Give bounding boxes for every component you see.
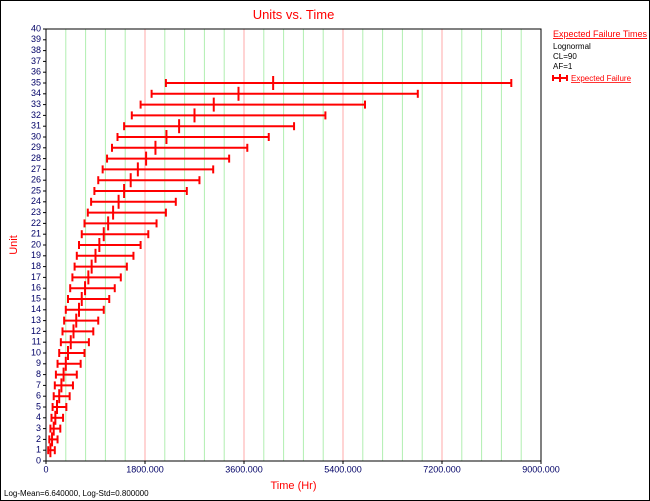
svg-text:7: 7 [36, 380, 41, 390]
svg-text:8: 8 [36, 369, 41, 379]
svg-text:16: 16 [31, 283, 41, 293]
svg-text:31: 31 [31, 121, 41, 131]
svg-text:4: 4 [36, 412, 41, 422]
svg-text:23: 23 [31, 207, 41, 217]
svg-text:5400.000: 5400.000 [324, 464, 362, 474]
svg-text:2: 2 [36, 434, 41, 444]
svg-text:5: 5 [36, 401, 41, 411]
svg-text:27: 27 [31, 164, 41, 174]
svg-text:0: 0 [36, 455, 41, 465]
svg-text:3600.000: 3600.000 [225, 464, 263, 474]
svg-text:0: 0 [43, 464, 48, 474]
svg-text:29: 29 [31, 142, 41, 152]
svg-text:1: 1 [36, 445, 41, 455]
svg-text:33: 33 [31, 99, 41, 109]
y-axis: 0123456789101112131415161718192021222324… [31, 23, 46, 465]
legend-line: AF=1 [553, 62, 573, 71]
svg-text:30: 30 [31, 131, 41, 141]
legend-series-label: Expected Failure [571, 74, 632, 83]
chart-container: 0123456789101112131415161718192021222324… [0, 0, 650, 501]
svg-text:3: 3 [36, 423, 41, 433]
svg-text:19: 19 [31, 250, 41, 260]
svg-text:1800.000: 1800.000 [126, 464, 164, 474]
legend-line: CL=90 [553, 52, 577, 61]
svg-text:24: 24 [31, 196, 41, 206]
svg-text:38: 38 [31, 45, 41, 55]
svg-text:15: 15 [31, 293, 41, 303]
svg-text:34: 34 [31, 88, 41, 98]
legend: Expected Failure Times LognormalCL=90AF=1… [553, 29, 648, 83]
legend-title: Expected Failure Times [553, 29, 648, 39]
svg-text:9: 9 [36, 358, 41, 368]
x-axis: 0 1800.000 3600.000 5400.000 7200.000 9000.00… [43, 461, 559, 474]
svg-text:11: 11 [32, 337, 41, 347]
chart-svg: 0123456789101112131415161718192021222324… [1, 1, 649, 500]
svg-text:21: 21 [31, 229, 41, 239]
footer-text: Log-Mean=6.640000, Log-Std=0.800000 [4, 489, 149, 498]
svg-text:12: 12 [31, 326, 41, 336]
x-axis-label: Time (Hr) [270, 480, 316, 492]
svg-text:39: 39 [31, 34, 41, 44]
y-axis-label: Unit [8, 235, 20, 255]
svg-text:22: 22 [31, 218, 41, 228]
svg-text:35: 35 [31, 77, 41, 87]
svg-text:32: 32 [31, 110, 41, 120]
chart-title: Units vs. Time [253, 7, 335, 22]
svg-text:25: 25 [31, 185, 41, 195]
svg-text:37: 37 [31, 56, 41, 66]
svg-text:26: 26 [31, 175, 41, 185]
svg-text:9000.000: 9000.000 [522, 464, 560, 474]
svg-text:36: 36 [31, 67, 41, 77]
svg-text:13: 13 [31, 315, 41, 325]
svg-text:40: 40 [31, 23, 41, 33]
svg-text:18: 18 [31, 261, 41, 271]
svg-text:14: 14 [31, 304, 41, 314]
svg-text:20: 20 [31, 239, 41, 249]
legend-line: Lognormal [553, 42, 591, 51]
svg-text:28: 28 [31, 153, 41, 163]
svg-text:10: 10 [31, 347, 41, 357]
svg-text:6: 6 [36, 391, 41, 401]
svg-text:7200.000: 7200.000 [423, 464, 461, 474]
svg-text:17: 17 [31, 272, 41, 282]
